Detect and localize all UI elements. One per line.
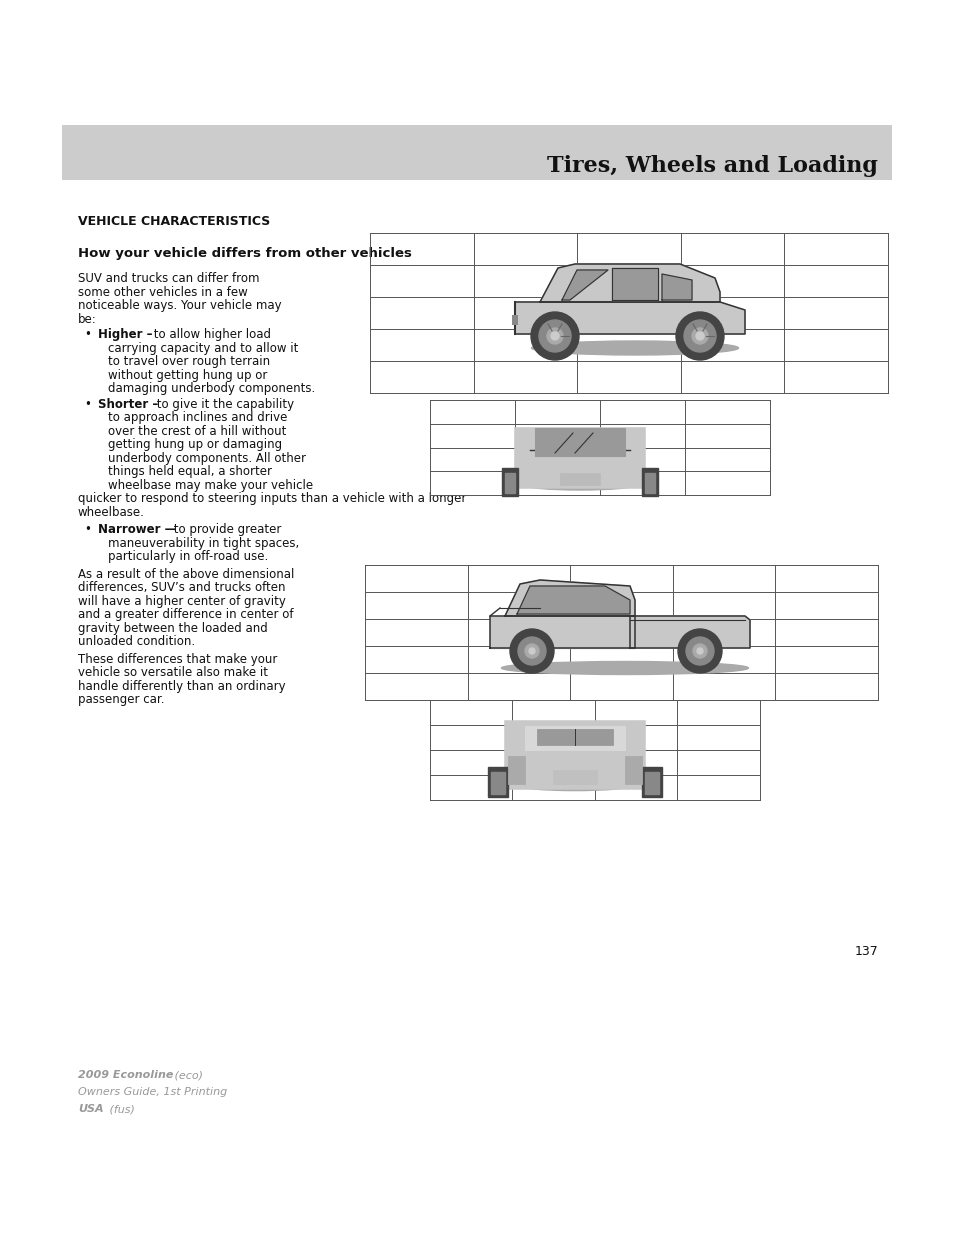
Text: will have a higher center of gravity: will have a higher center of gravity <box>78 594 286 608</box>
Polygon shape <box>490 616 635 648</box>
Text: Narrower —: Narrower — <box>98 522 176 536</box>
Ellipse shape <box>531 341 738 354</box>
Text: to provide greater: to provide greater <box>170 522 281 536</box>
Polygon shape <box>539 264 720 303</box>
Text: to allow higher load: to allow higher load <box>150 329 271 341</box>
Bar <box>62 125 891 180</box>
Text: VEHICLE CHARACTERISTICS: VEHICLE CHARACTERISTICS <box>78 215 270 228</box>
Polygon shape <box>561 270 607 300</box>
Text: carrying capacity and to allow it: carrying capacity and to allow it <box>108 342 298 354</box>
Bar <box>504 473 515 493</box>
Text: (eco): (eco) <box>171 1070 203 1079</box>
Text: without getting hung up or: without getting hung up or <box>108 368 267 382</box>
Circle shape <box>510 629 554 673</box>
Text: getting hung up or damaging: getting hung up or damaging <box>108 438 282 451</box>
Circle shape <box>683 320 716 352</box>
Text: Tires, Wheels and Loading: Tires, Wheels and Loading <box>547 156 877 177</box>
Text: and a greater difference in center of: and a greater difference in center of <box>78 608 294 621</box>
Text: some other vehicles in a few: some other vehicles in a few <box>78 285 248 299</box>
Text: vehicle so versatile also make it: vehicle so versatile also make it <box>78 666 268 679</box>
Text: 2009 Econoline: 2009 Econoline <box>78 1070 173 1079</box>
Bar <box>507 756 524 784</box>
Text: things held equal, a shorter: things held equal, a shorter <box>108 466 272 478</box>
Text: As a result of the above dimensional: As a result of the above dimensional <box>78 568 294 580</box>
Text: wheelbase.: wheelbase. <box>78 505 145 519</box>
Bar <box>644 473 655 493</box>
Circle shape <box>692 643 706 658</box>
Text: handle differently than an ordinary: handle differently than an ordinary <box>78 679 285 693</box>
Bar <box>641 468 658 496</box>
Text: damaging underbody components.: damaging underbody components. <box>108 382 314 395</box>
Text: passenger car.: passenger car. <box>78 693 164 706</box>
Bar <box>644 772 659 794</box>
Text: be:: be: <box>78 312 96 326</box>
Circle shape <box>531 312 578 359</box>
Bar <box>512 315 517 325</box>
Bar <box>553 769 597 784</box>
Bar <box>488 767 507 797</box>
Bar <box>515 429 644 488</box>
Bar <box>535 429 624 456</box>
Bar <box>504 721 644 789</box>
Text: maneuverability in tight spaces,: maneuverability in tight spaces, <box>108 536 299 550</box>
Text: quicker to respond to steering inputs than a vehicle with a longer: quicker to respond to steering inputs th… <box>78 492 466 505</box>
Text: •: • <box>84 329 91 341</box>
Text: to approach inclines and drive: to approach inclines and drive <box>108 411 287 424</box>
Ellipse shape <box>518 781 630 790</box>
Text: underbody components. All other: underbody components. All other <box>108 452 306 464</box>
Polygon shape <box>661 274 691 300</box>
Polygon shape <box>517 585 629 614</box>
Text: Shorter –: Shorter – <box>98 398 158 410</box>
Text: particularly in off-road use.: particularly in off-road use. <box>108 550 268 563</box>
Polygon shape <box>504 580 635 616</box>
Text: noticeable ways. Your vehicle may: noticeable ways. Your vehicle may <box>78 299 281 312</box>
Text: These differences that make your: These differences that make your <box>78 652 277 666</box>
Bar <box>624 756 641 784</box>
Circle shape <box>685 637 713 664</box>
Text: gravity between the loaded and: gravity between the loaded and <box>78 621 268 635</box>
Ellipse shape <box>524 480 635 490</box>
Text: •: • <box>84 398 91 410</box>
Circle shape <box>529 648 535 655</box>
Text: SUV and trucks can differ from: SUV and trucks can differ from <box>78 272 259 285</box>
Circle shape <box>546 329 562 345</box>
Circle shape <box>676 312 723 359</box>
Bar <box>537 729 613 745</box>
Polygon shape <box>515 303 744 333</box>
Text: (fus): (fus) <box>106 1104 134 1114</box>
Polygon shape <box>612 268 658 300</box>
Text: to give it the capability: to give it the capability <box>152 398 294 410</box>
Bar <box>491 772 504 794</box>
Text: 137: 137 <box>853 945 877 958</box>
Bar <box>501 468 517 496</box>
Circle shape <box>696 332 703 340</box>
Text: over the crest of a hill without: over the crest of a hill without <box>108 425 286 437</box>
Circle shape <box>551 332 558 340</box>
Ellipse shape <box>501 662 748 674</box>
Circle shape <box>524 643 538 658</box>
Text: Higher –: Higher – <box>98 329 152 341</box>
Text: How your vehicle differs from other vehicles: How your vehicle differs from other vehi… <box>78 247 412 261</box>
Circle shape <box>678 629 721 673</box>
Text: to travel over rough terrain: to travel over rough terrain <box>108 354 270 368</box>
Bar <box>524 726 624 750</box>
Bar <box>641 767 661 797</box>
Text: Owners Guide, 1st Printing: Owners Guide, 1st Printing <box>78 1087 227 1097</box>
Circle shape <box>517 637 545 664</box>
Bar <box>559 473 599 485</box>
Text: USA: USA <box>78 1104 104 1114</box>
Text: differences, SUV’s and trucks often: differences, SUV’s and trucks often <box>78 580 285 594</box>
Circle shape <box>691 329 707 345</box>
Circle shape <box>697 648 702 655</box>
Circle shape <box>538 320 571 352</box>
Text: wheelbase may make your vehicle: wheelbase may make your vehicle <box>108 478 313 492</box>
Text: unloaded condition.: unloaded condition. <box>78 635 195 648</box>
Polygon shape <box>629 616 749 648</box>
Text: •: • <box>84 522 91 536</box>
